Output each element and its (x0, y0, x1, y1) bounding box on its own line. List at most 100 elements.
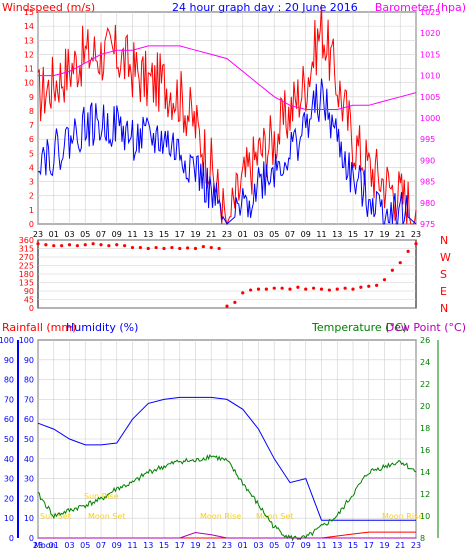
barometer-tick-label: 975 (420, 220, 435, 229)
bottom-time-tick-label: 09 (112, 541, 122, 550)
wind-tick-label: 2 (29, 192, 34, 201)
temperature-tick-label: 10 (420, 512, 430, 521)
direction-point (36, 242, 40, 246)
barometer-tick-label: 985 (420, 178, 435, 187)
time-tick-label: 03 (64, 230, 74, 239)
direction-point (233, 300, 237, 304)
direction-tick-label: 360 (19, 236, 34, 245)
moon-set-label-left: Moon Set (88, 512, 125, 521)
rainfall-tick-label: 100 (0, 336, 14, 345)
direction-tick-label: 45 (24, 296, 34, 305)
direction-point (343, 286, 347, 290)
bottom-time-tick-label: 21 (206, 541, 216, 550)
direction-point (288, 287, 292, 291)
moon-rise-label-right: Moon Rise (382, 512, 423, 521)
wind-tick-label: 9 (29, 93, 34, 102)
bottom-time-tick-label: 13 (143, 541, 153, 550)
time-tick-label: 17 (364, 230, 374, 239)
barometer-tick-label: 995 (420, 135, 435, 144)
grid-layer (37, 11, 417, 539)
temperature-tick-label: 20 (420, 402, 430, 411)
wind-tick-label: 6 (29, 135, 34, 144)
time-tick-label: 23 (411, 230, 421, 239)
wind-tick-label: 15 (24, 8, 34, 17)
barometer-tick-label: 1020 (420, 29, 440, 38)
wind-tick-label: 13 (24, 36, 34, 45)
bottom-time-tick-label: 17 (175, 541, 185, 550)
time-tick-label: 15 (348, 230, 358, 239)
bottom-time-tick-label: 23 (411, 541, 421, 550)
marks-layer (36, 4, 418, 542)
temperature-line (37, 454, 417, 542)
humidity-tick-label: 30 (24, 475, 34, 484)
bottom-time-tick-label: 01 (238, 541, 248, 550)
compass-label: E (440, 285, 447, 298)
direction-point (99, 243, 103, 247)
barometer-tick-label: 1015 (420, 50, 440, 59)
direction-point (146, 246, 150, 251)
sun-set-label-left: Sun Set (40, 512, 71, 521)
humidity-tick-label: 40 (24, 455, 34, 464)
time-tick-label: 21 (206, 230, 216, 239)
humidity-tick-label: 100 (19, 336, 34, 345)
time-tick-label: 23 (33, 230, 43, 239)
time-tick-label: 13 (143, 230, 153, 239)
direction-point (52, 244, 56, 248)
rainfall-tick-label: 0 (9, 534, 14, 543)
time-tick-label: 17 (175, 230, 185, 239)
axes-layer: 0123456789101112131415975980985990995100… (0, 8, 451, 550)
humidity-tick-label: 10 (24, 514, 34, 523)
direction-point (178, 246, 182, 251)
bottom-time-tick-label: 09 (301, 541, 311, 550)
direction-point (382, 278, 387, 282)
temperature-tick-label: 26 (420, 336, 430, 345)
bottom-time-tick-label: 05 (269, 541, 279, 550)
direction-point (138, 245, 142, 250)
temperature-tick-label: 24 (420, 358, 430, 367)
direction-tick-label: 90 (24, 287, 34, 296)
wind-tick-label: 12 (24, 50, 34, 59)
rainfall-tick-label: 90 (4, 356, 14, 365)
direction-point (241, 291, 245, 295)
bottom-time-tick-label: 21 (395, 541, 405, 550)
direction-tick-label: 315 (19, 245, 34, 254)
humidity-tick-label: 60 (24, 415, 34, 424)
wind-tick-label: 14 (24, 22, 34, 31)
bottom-time-tick-label: 05 (80, 541, 90, 550)
moon-set-label-right: Moon Set (256, 512, 293, 521)
direction-point (75, 244, 79, 248)
time-tick-label: 03 (253, 230, 263, 239)
humidity-tick-label: 20 (24, 494, 34, 503)
direction-tick-label: 0 (29, 304, 34, 313)
rainfall-tick-label: 20 (4, 494, 14, 503)
direction-point (91, 242, 95, 246)
bottom-time-tick-label: 17 (364, 541, 374, 550)
bottom-time-tick-label: 19 (379, 541, 389, 550)
direction-point (264, 287, 268, 291)
bottom-time-tick-label: 01 (49, 541, 59, 550)
direction-point (83, 243, 87, 247)
direction-point (280, 286, 284, 290)
bottom-time-tick-label: 13 (332, 541, 342, 550)
time-tick-label: 01 (238, 230, 248, 239)
direction-point (209, 245, 213, 250)
direction-point (398, 261, 402, 265)
direction-point (170, 245, 174, 250)
humidity-tick-label: 70 (24, 395, 34, 404)
time-tick-label: 11 (127, 230, 137, 239)
barometer-tick-label: 980 (420, 199, 435, 208)
dewpoint-line (38, 531, 416, 539)
bottom-time-tick-label: 03 (64, 541, 74, 550)
direction-point (44, 243, 48, 247)
direction-point (319, 287, 324, 291)
barometer-tick-label: 1010 (420, 72, 440, 81)
time-tick-label: 05 (80, 230, 90, 239)
humidity-axis-title: Humidity (%) (66, 321, 138, 334)
direction-point (115, 243, 119, 247)
time-tick-label: 19 (379, 230, 389, 239)
wind-tick-label: 10 (24, 79, 34, 88)
barometer-tick-label: 1005 (420, 93, 440, 102)
rainfall-tick-label: 70 (4, 395, 14, 404)
